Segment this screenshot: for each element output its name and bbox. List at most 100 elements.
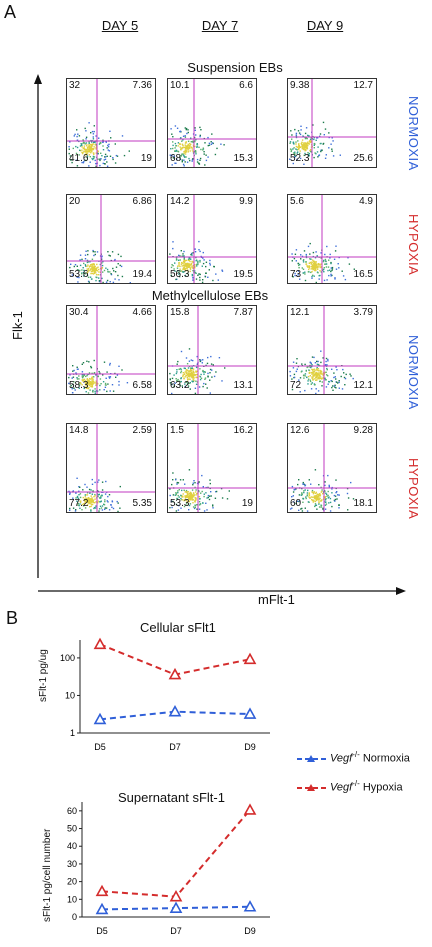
quadrant-ul-value: 30.4 bbox=[69, 307, 89, 318]
flow-event bbox=[312, 493, 315, 495]
flow-event bbox=[105, 141, 107, 143]
flow-event bbox=[83, 269, 85, 272]
quadrant-lr-value: 15.3 bbox=[233, 153, 253, 164]
flow-event bbox=[69, 266, 71, 269]
flow-event bbox=[212, 279, 214, 282]
flow-event bbox=[316, 263, 318, 265]
flow-event bbox=[78, 135, 81, 137]
flow-event bbox=[203, 153, 205, 155]
flow-event bbox=[185, 156, 187, 158]
flow-event bbox=[90, 147, 92, 149]
flow-event bbox=[194, 387, 197, 389]
flow-event bbox=[301, 267, 303, 269]
flow-event bbox=[326, 374, 328, 376]
flow-event bbox=[198, 249, 200, 251]
flow-event bbox=[311, 277, 313, 279]
flow-event bbox=[307, 271, 310, 273]
flow-event bbox=[198, 501, 201, 503]
flow-event bbox=[93, 496, 95, 498]
flow-event bbox=[179, 157, 181, 159]
cellular-point-normoxia bbox=[168, 705, 182, 717]
flow-event bbox=[325, 492, 327, 494]
flow-event bbox=[204, 164, 206, 166]
supernatant-point-hypoxia bbox=[95, 884, 109, 897]
flow-event bbox=[194, 129, 196, 131]
flow-event bbox=[202, 262, 205, 265]
flow-event bbox=[86, 146, 89, 148]
flow-event bbox=[87, 269, 89, 271]
flow-event bbox=[338, 504, 340, 506]
flow-event bbox=[177, 490, 179, 492]
flow-event bbox=[195, 366, 198, 369]
flow-event bbox=[308, 143, 311, 145]
flow-event bbox=[317, 266, 319, 269]
flow-event bbox=[87, 264, 89, 266]
flow-event bbox=[84, 273, 87, 275]
flow-event bbox=[84, 483, 86, 486]
flow-event bbox=[196, 373, 198, 376]
supernatant-point-hypoxia bbox=[243, 803, 257, 815]
flow-event bbox=[209, 259, 211, 262]
flow-event bbox=[311, 498, 313, 501]
flow-event bbox=[194, 504, 197, 507]
flow-plot-scatter bbox=[67, 424, 155, 512]
flow-event bbox=[121, 369, 123, 371]
flow-event bbox=[84, 503, 86, 505]
flow-event bbox=[338, 507, 340, 509]
flow-event bbox=[320, 257, 322, 259]
flow-event bbox=[93, 156, 96, 158]
flow-event bbox=[183, 156, 186, 158]
flow-event bbox=[192, 150, 194, 153]
flow-plot-scatter bbox=[168, 79, 256, 167]
flow-plot-scatter bbox=[168, 195, 256, 283]
flow-event bbox=[99, 497, 101, 499]
legend-normoxia-gene: Vegf bbox=[330, 752, 353, 765]
flow-event bbox=[180, 377, 182, 380]
supernatant-point-normoxia bbox=[169, 901, 183, 913]
flow-event bbox=[326, 495, 328, 497]
flow-event bbox=[322, 372, 325, 374]
flow-event bbox=[324, 501, 327, 503]
flow-event bbox=[303, 483, 305, 485]
flow-event bbox=[294, 274, 296, 277]
flow-event bbox=[195, 497, 197, 499]
flow-event bbox=[81, 371, 84, 373]
flow-event bbox=[176, 267, 179, 269]
flow-event bbox=[329, 253, 331, 256]
flow-event bbox=[350, 375, 352, 377]
flow-event bbox=[179, 268, 181, 270]
flow-event bbox=[85, 148, 88, 151]
quadrant-ll-value: 53.6 bbox=[69, 269, 89, 280]
flow-event bbox=[310, 383, 312, 385]
flow-event bbox=[69, 509, 71, 511]
flow-event bbox=[324, 371, 326, 374]
flow-event bbox=[199, 135, 201, 138]
flow-event bbox=[324, 258, 327, 261]
flow-event bbox=[338, 381, 340, 384]
flow-event bbox=[95, 147, 97, 149]
flow-event bbox=[315, 388, 317, 390]
flow-event bbox=[303, 154, 305, 157]
flow-event bbox=[108, 377, 111, 379]
flow-event bbox=[322, 121, 325, 124]
flow-event bbox=[302, 483, 304, 485]
flow-event bbox=[332, 389, 334, 391]
flow-event bbox=[91, 130, 94, 133]
flow-event bbox=[187, 151, 189, 153]
flow-event bbox=[191, 493, 193, 496]
quadrant-ur-value: 4.66 bbox=[132, 307, 152, 318]
flow-event bbox=[334, 386, 336, 388]
flow-event bbox=[185, 145, 187, 147]
flow-event bbox=[191, 266, 193, 269]
flow-event bbox=[114, 258, 116, 261]
flow-event bbox=[84, 258, 87, 260]
flow-event bbox=[190, 370, 192, 372]
flow-event bbox=[92, 141, 95, 144]
flow-event bbox=[202, 257, 204, 259]
flow-event bbox=[216, 147, 218, 150]
flow-event bbox=[290, 150, 292, 153]
flow-event bbox=[111, 384, 114, 386]
flow-event bbox=[119, 485, 121, 488]
flow-event bbox=[88, 383, 90, 385]
flow-event bbox=[194, 251, 197, 253]
